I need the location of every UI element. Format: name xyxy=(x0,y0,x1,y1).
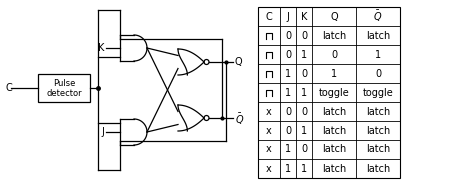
Text: 0: 0 xyxy=(375,69,381,78)
Text: latch: latch xyxy=(366,30,390,40)
Text: 1: 1 xyxy=(285,163,291,174)
Text: 1: 1 xyxy=(301,163,307,174)
Text: latch: latch xyxy=(322,107,346,116)
Text: latch: latch xyxy=(322,30,346,40)
Text: K: K xyxy=(301,12,307,21)
Text: latch: latch xyxy=(322,145,346,154)
Text: 1: 1 xyxy=(301,87,307,98)
Text: x: x xyxy=(266,125,272,136)
Text: 0: 0 xyxy=(285,107,291,116)
Text: 0: 0 xyxy=(301,30,307,40)
Text: 1: 1 xyxy=(285,87,291,98)
Text: Q: Q xyxy=(330,12,338,21)
Text: detector: detector xyxy=(46,89,82,98)
Text: 1: 1 xyxy=(285,145,291,154)
Text: latch: latch xyxy=(322,125,346,136)
Text: $\bar{Q}$: $\bar{Q}$ xyxy=(235,111,244,127)
Text: latch: latch xyxy=(366,125,390,136)
Text: 1: 1 xyxy=(285,69,291,78)
Text: 1: 1 xyxy=(301,50,307,60)
Text: 0: 0 xyxy=(285,125,291,136)
Text: 0: 0 xyxy=(301,145,307,154)
Text: 0: 0 xyxy=(301,69,307,78)
Text: latch: latch xyxy=(366,107,390,116)
Text: J: J xyxy=(101,127,104,137)
Text: latch: latch xyxy=(366,163,390,174)
Text: 0: 0 xyxy=(331,50,337,60)
Text: C: C xyxy=(265,12,273,21)
Text: latch: latch xyxy=(322,163,346,174)
Text: C: C xyxy=(5,83,12,93)
Text: K: K xyxy=(98,43,104,53)
FancyBboxPatch shape xyxy=(258,7,400,178)
Text: latch: latch xyxy=(366,145,390,154)
Text: 1: 1 xyxy=(375,50,381,60)
FancyBboxPatch shape xyxy=(38,74,90,102)
Text: 1: 1 xyxy=(331,69,337,78)
Text: x: x xyxy=(266,107,272,116)
Text: 0: 0 xyxy=(301,107,307,116)
Text: x: x xyxy=(266,145,272,154)
Text: Q: Q xyxy=(235,57,243,67)
Text: $\bar{Q}$: $\bar{Q}$ xyxy=(374,9,383,24)
Text: Pulse: Pulse xyxy=(53,78,75,87)
Text: x: x xyxy=(266,163,272,174)
Text: 0: 0 xyxy=(285,50,291,60)
Text: 1: 1 xyxy=(301,125,307,136)
Text: J: J xyxy=(287,12,290,21)
Text: 0: 0 xyxy=(285,30,291,40)
Text: toggle: toggle xyxy=(363,87,393,98)
Text: toggle: toggle xyxy=(319,87,349,98)
